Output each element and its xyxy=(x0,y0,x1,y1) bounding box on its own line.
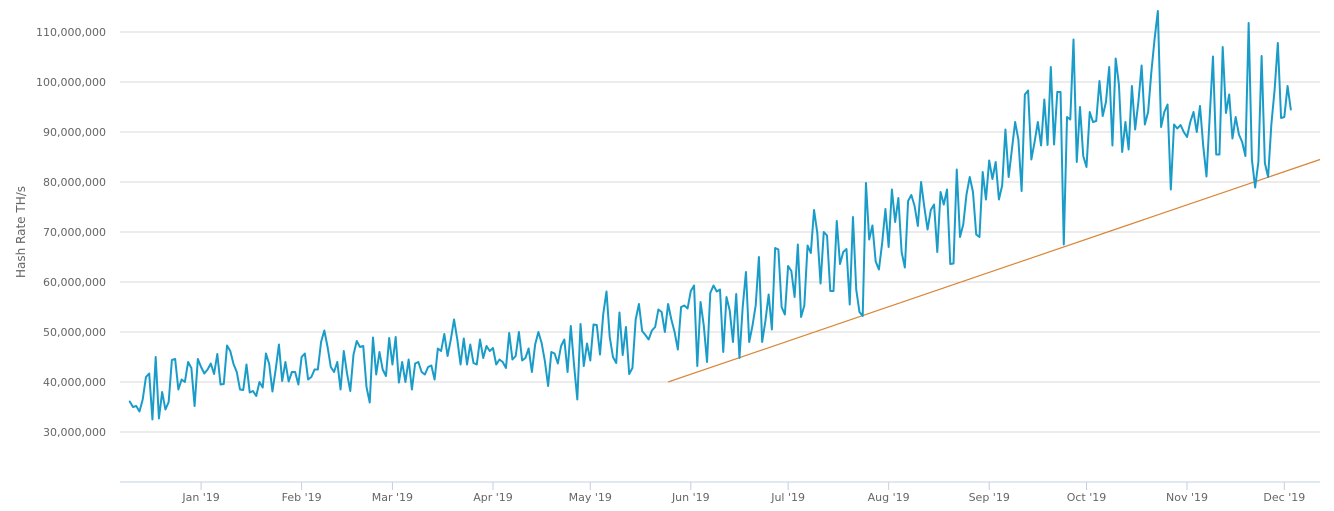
y-tick-label: 70,000,000 xyxy=(43,226,106,239)
y-tick-label: 100,000,000 xyxy=(36,76,106,89)
x-tick-labels: Jan '19 Feb '19 Mar '19 Apr '19 May '19 Jun '… xyxy=(181,491,1305,504)
x-tick-label: May '19 xyxy=(569,491,612,504)
x-tick-label: Nov '19 xyxy=(1166,491,1208,504)
x-tick-label: Jun '19 xyxy=(671,491,710,504)
y-tick-label: 90,000,000 xyxy=(43,126,106,139)
y-tick-label: 80,000,000 xyxy=(43,176,106,189)
x-tick-label: Feb '19 xyxy=(282,491,322,504)
y-axis-title: Hash Rate TH/s xyxy=(14,186,28,278)
x-tick-label: Jan '19 xyxy=(181,491,219,504)
x-tick-label: Jul '19 xyxy=(770,491,805,504)
x-ticks xyxy=(200,482,1285,490)
x-tick-label: Aug '19 xyxy=(868,491,910,504)
hash-rate-series-line xyxy=(128,10,1292,421)
y-tick-labels: 30,000,000 40,000,000 50,000,000 60,000,000… xyxy=(36,26,106,439)
x-tick-label: Sep '19 xyxy=(969,491,1010,504)
trendline xyxy=(667,158,1321,383)
trendline-layer xyxy=(667,158,1321,383)
y-tick-label: 50,000,000 xyxy=(43,326,106,339)
series-layer xyxy=(128,10,1292,421)
y-tick-label: 30,000,000 xyxy=(43,426,106,439)
y-tick-label: 60,000,000 xyxy=(43,276,106,289)
y-tick-label: 40,000,000 xyxy=(43,376,106,389)
x-tick-label: Dec '19 xyxy=(1263,491,1305,504)
y-tick-label: 110,000,000 xyxy=(36,26,106,39)
x-tick-label: Oct '19 xyxy=(1067,491,1107,504)
y-gridlines xyxy=(120,31,1320,433)
x-tick-label: Mar '19 xyxy=(372,491,413,504)
x-tick-label: Apr '19 xyxy=(473,491,513,504)
